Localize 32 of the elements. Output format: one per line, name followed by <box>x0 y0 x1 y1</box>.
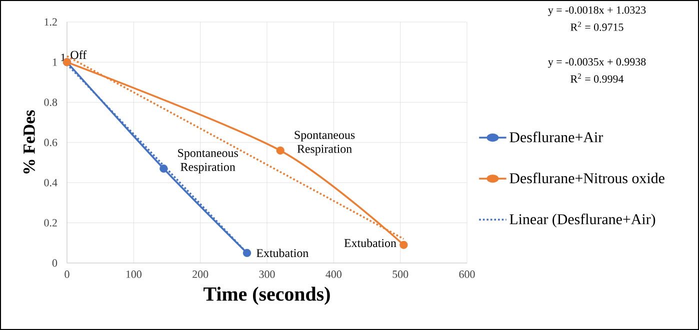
point <box>276 146 284 155</box>
x-tick-label: 0 <box>64 270 70 278</box>
annotation: Spontaneous Respiration <box>178 148 238 174</box>
x-axis-title: Time (seconds) <box>204 286 330 305</box>
x-tick-label: 100 <box>126 270 142 278</box>
text: y = -0.0035x + 0.9938 <box>548 58 646 68</box>
y-tick-label: 1 <box>52 58 57 66</box>
point <box>160 164 168 173</box>
text: R$^{2}$ = 0.9715 <box>570 22 624 31</box>
legend-label: Linear (Desflurane+Air) <box>510 214 656 228</box>
x-tick-label: 300 <box>259 270 275 278</box>
legend-label: Desflurane+Air <box>510 132 603 142</box>
x-tick-label: 200 <box>192 270 208 278</box>
y-axis-title: % FeDes <box>23 110 35 174</box>
point <box>400 240 408 250</box>
text: y = -0.0018x + 1.0323 <box>548 6 646 16</box>
x-tick-label: 600 <box>459 270 475 278</box>
y-tick-label: 0.2 <box>44 219 57 227</box>
y-tick-label: 0 <box>52 259 58 267</box>
y-tick-label: 0.8 <box>44 98 58 106</box>
y-tick-label: 0.4 <box>44 178 58 186</box>
text: R$^{2}$ = 0.9994 <box>570 74 624 83</box>
annotation: Off <box>70 50 87 59</box>
x-tick-label: 500 <box>392 270 408 278</box>
legend-label: Desflurane+Nitrous oxide <box>510 172 664 184</box>
y-tick-label: 0.6 <box>44 138 58 146</box>
annotation: Extubation <box>256 248 308 258</box>
point <box>242 248 252 258</box>
annotation: Spontaneous Respiration <box>294 130 355 156</box>
annotation: Extubation <box>344 238 396 248</box>
x-tick-label: 400 <box>326 270 342 278</box>
y-tick-label: 1.2 <box>44 18 57 26</box>
